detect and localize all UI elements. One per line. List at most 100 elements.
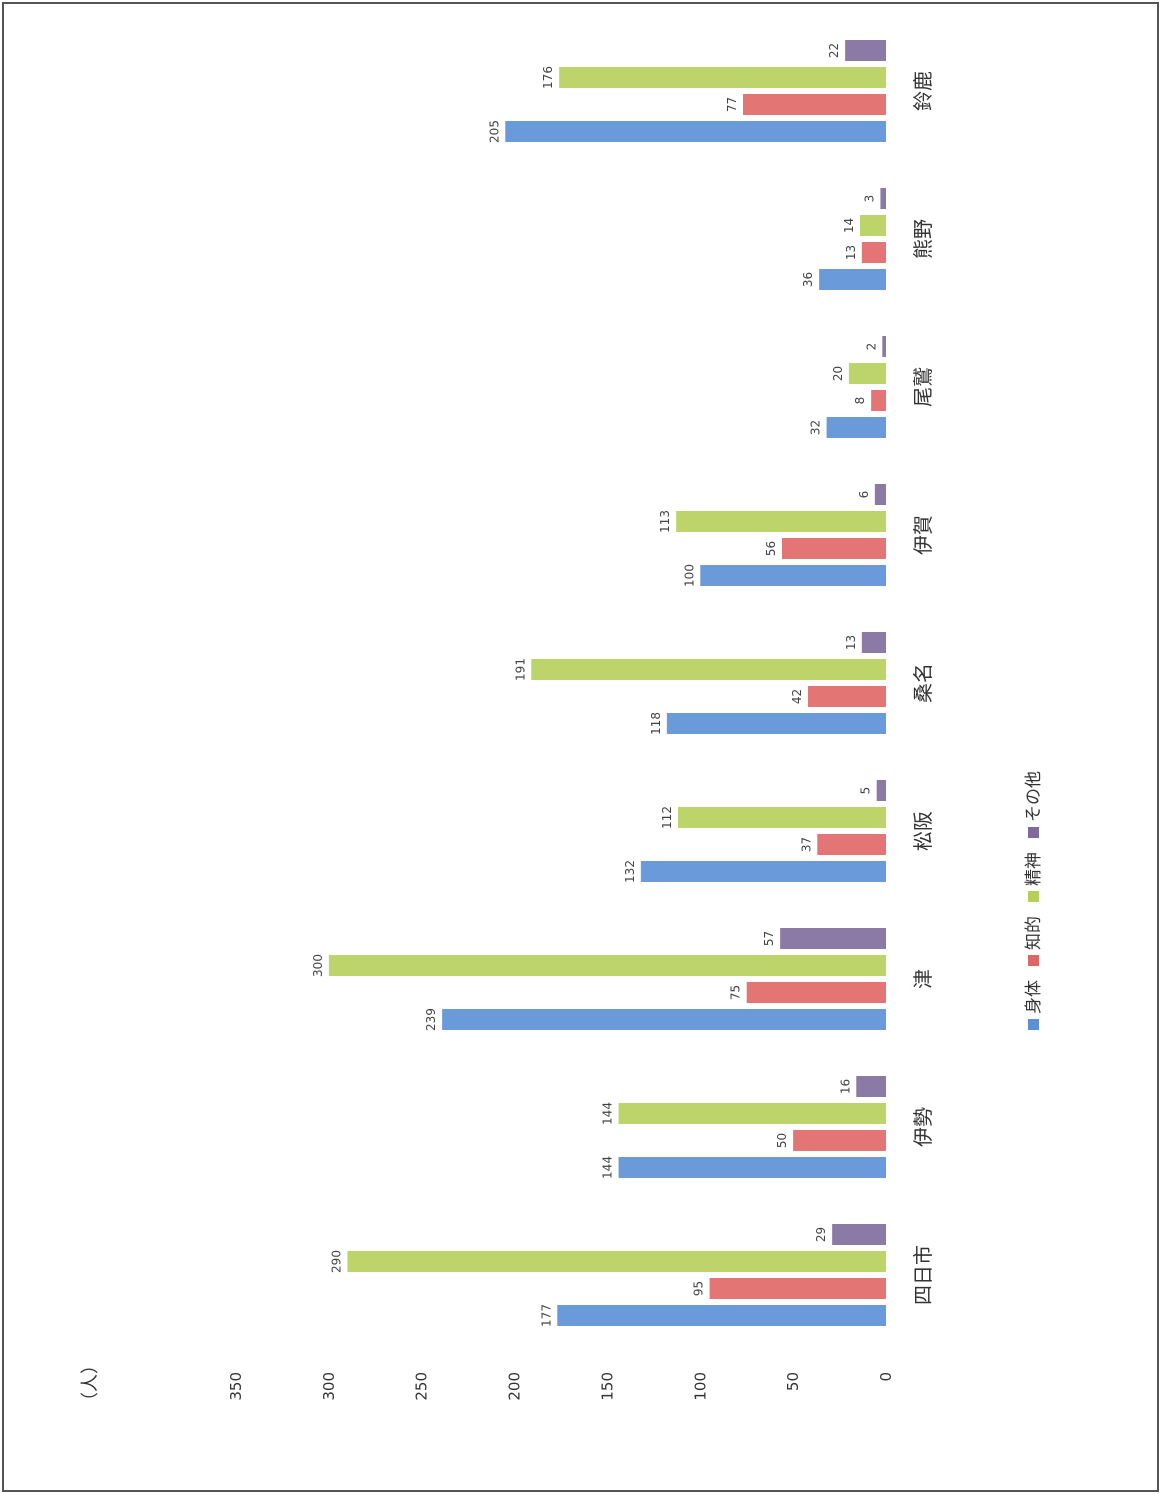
bar-尾鷲-精神	[848, 363, 886, 384]
data-label: 13	[844, 245, 858, 260]
category-label: 熊野	[911, 219, 935, 259]
bar-四日市-その他	[832, 1224, 886, 1245]
data-label: 8	[853, 397, 867, 405]
category-label: 津	[911, 969, 935, 989]
data-label: 205	[487, 120, 501, 143]
data-label: 100	[682, 564, 696, 587]
category-label: 桑名	[911, 663, 935, 703]
bar-尾鷲-知的	[871, 390, 886, 411]
data-label: 36	[801, 272, 815, 287]
bar-四日市-知的	[709, 1278, 886, 1299]
data-label: 3	[862, 195, 876, 203]
bar-鈴鹿-その他	[845, 40, 886, 61]
data-label: 113	[658, 510, 672, 533]
y-tick-labels-group: 0 50 100 150 200 250 300 350	[227, 1372, 895, 1401]
bar-四日市-身体	[557, 1305, 886, 1326]
data-label: 191	[513, 658, 527, 681]
bar-伊賀-知的	[782, 538, 886, 559]
bar-桑名-知的	[808, 686, 886, 707]
y-tick-label: 100	[691, 1372, 709, 1401]
unit-label-group: （人）	[80, 1356, 101, 1410]
category-label: 伊賀	[911, 515, 935, 555]
data-label: 5	[859, 787, 873, 795]
legend-swatch	[1028, 827, 1039, 838]
bar-伊勢-知的	[793, 1130, 886, 1151]
data-label: 42	[790, 689, 804, 704]
bar-津-知的	[746, 982, 886, 1003]
bar-尾鷲-身体	[826, 417, 886, 438]
data-label: 290	[329, 1250, 343, 1273]
bar-伊勢-身体	[618, 1157, 886, 1178]
category-label: 松阪	[911, 811, 935, 851]
bar-四日市-精神	[347, 1251, 886, 1272]
bar-尾鷲-その他	[882, 336, 886, 357]
bar-桑名-その他	[861, 632, 886, 653]
category-label: 尾鷲	[911, 367, 935, 407]
y-tick-label: 250	[413, 1372, 431, 1401]
bar-熊野-その他	[880, 188, 886, 209]
legend-label: 知的	[1024, 916, 1044, 950]
data-label: 300	[311, 954, 325, 977]
data-label: 6	[857, 491, 871, 499]
legend-label: その他	[1024, 771, 1044, 822]
data-label: 77	[725, 97, 739, 112]
category-label: 伊勢	[911, 1107, 935, 1147]
data-label: 239	[424, 1008, 438, 1031]
unit-label: （人）	[80, 1356, 101, 1410]
legend-label: 身体	[1024, 980, 1044, 1014]
legend-swatch	[1028, 891, 1039, 902]
data-label: 22	[827, 43, 841, 58]
y-tick-label: 200	[506, 1372, 524, 1401]
data-label: 56	[764, 541, 778, 556]
y-tick-label: 0	[877, 1372, 895, 1382]
plot-area: 1779529029144501441623975300571323711251…	[80, 40, 1044, 1410]
data-label: 177	[539, 1304, 553, 1327]
category-label: 鈴鹿	[911, 71, 935, 111]
bar-松阪-その他	[876, 780, 886, 801]
data-label: 37	[799, 837, 813, 852]
data-label: 2	[864, 343, 878, 351]
bar-熊野-知的	[861, 242, 886, 263]
data-label: 118	[649, 712, 663, 735]
bar-津-身体	[442, 1009, 886, 1030]
data-label: 132	[623, 860, 637, 883]
y-tick-label: 150	[598, 1372, 616, 1401]
y-tick-label: 300	[320, 1372, 338, 1401]
data-label: 20	[831, 366, 845, 381]
data-label: 75	[729, 985, 743, 1000]
y-tick-label: 350	[227, 1372, 245, 1401]
bars-group	[328, 40, 886, 1326]
data-label: 144	[601, 1156, 615, 1179]
y-tick-label: 50	[784, 1372, 802, 1391]
bar-鈴鹿-知的	[743, 94, 886, 115]
data-labels-group: 1779529029144501441623975300571323711251…	[311, 43, 878, 1327]
bar-鈴鹿-精神	[559, 67, 886, 88]
data-label: 144	[601, 1102, 615, 1125]
bar-桑名-身体	[666, 713, 886, 734]
data-label: 57	[762, 931, 776, 946]
legend-label: 精神	[1024, 852, 1044, 886]
data-label: 95	[692, 1281, 706, 1296]
category-label: 四日市	[911, 1245, 935, 1305]
bar-鈴鹿-身体	[505, 121, 886, 142]
data-label: 13	[844, 635, 858, 650]
bar-伊勢-その他	[856, 1076, 886, 1097]
bar-伊賀-その他	[874, 484, 886, 505]
bar-津-その他	[780, 928, 886, 949]
bar-伊賀-身体	[700, 565, 886, 586]
bar-松阪-身体	[640, 861, 886, 882]
bar-松阪-知的	[817, 834, 886, 855]
bar-熊野-身体	[819, 269, 886, 290]
legend-swatch	[1028, 1019, 1039, 1030]
data-label: 32	[809, 420, 823, 435]
bar-伊勢-精神	[618, 1103, 886, 1124]
data-label: 29	[814, 1227, 828, 1242]
data-label: 176	[541, 66, 555, 89]
bar-松阪-精神	[678, 807, 886, 828]
data-label: 14	[842, 218, 856, 233]
bar-伊賀-精神	[676, 511, 886, 532]
